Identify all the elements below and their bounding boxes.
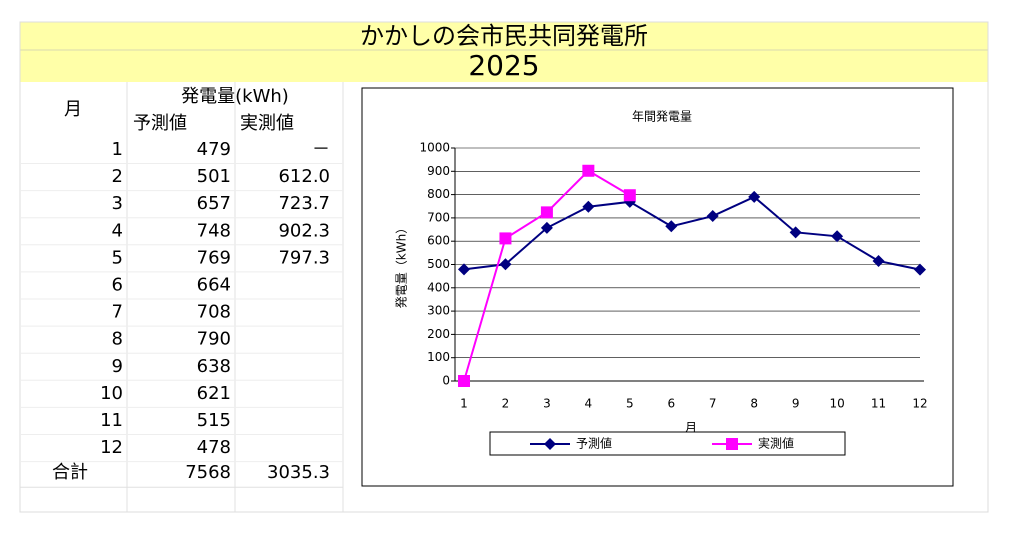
data-point	[831, 230, 844, 243]
data-point	[540, 206, 553, 219]
x-tick-label: 1	[460, 397, 468, 411]
x-tick-label: 6	[667, 397, 675, 411]
sheet-title: かかしの会市民共同発電所	[360, 22, 648, 50]
table-cell: 790	[197, 329, 231, 350]
table-cell: 664	[197, 275, 231, 296]
x-axis-label: 月	[685, 421, 697, 435]
x-tick-label: 8	[750, 397, 758, 411]
table-cell: 723.7	[278, 193, 330, 214]
data-point	[789, 226, 802, 239]
y-tick-label: 400	[427, 280, 450, 294]
total-label: 合計	[52, 462, 88, 483]
table-cell: 7	[112, 302, 123, 323]
table-cell: 902.3	[278, 220, 330, 241]
table-cell: 621	[197, 383, 231, 404]
year: 2025	[468, 49, 539, 82]
table-cell: 4	[112, 220, 123, 241]
data-point	[623, 189, 636, 202]
y-tick-label: 200	[427, 327, 450, 341]
chart-title: 年間発電量	[632, 110, 692, 124]
data-point	[582, 200, 595, 213]
column-header: 予測値	[133, 113, 187, 134]
x-tick-label: 3	[543, 397, 551, 411]
y-tick-label: 100	[427, 350, 450, 364]
table-cell: 612.0	[278, 166, 330, 187]
total-cell: 3035.3	[267, 462, 330, 483]
table-cell: －	[312, 139, 330, 160]
sheet-border	[19, 21, 989, 513]
table-cell: 5	[112, 247, 123, 268]
table-cell: 1	[112, 139, 123, 160]
data-point	[748, 190, 761, 203]
total-cell: 7568	[185, 462, 231, 483]
data-point	[540, 221, 553, 234]
series-line	[463, 195, 921, 271]
table-cell: 2	[112, 166, 123, 187]
table-cell: 6	[112, 275, 123, 296]
y-tick-label: 600	[427, 234, 450, 248]
column-header: 実測値	[240, 113, 294, 134]
legend-marker	[544, 438, 556, 450]
data-point	[665, 220, 678, 233]
y-tick-label: 700	[427, 210, 450, 224]
table-cell: 478	[197, 437, 231, 458]
data-point	[582, 164, 595, 177]
y-tick-label: 800	[427, 187, 450, 201]
table-cell: 9	[112, 356, 123, 377]
table-cell: 797.3	[278, 247, 330, 268]
table-cell: 3	[112, 193, 123, 214]
y-tick-label: 1000	[419, 141, 450, 155]
y-tick-label: 0	[442, 374, 450, 388]
table-cell: 501	[197, 166, 231, 187]
y-tick-label: 300	[427, 304, 450, 318]
y-axis-label: 発電量（kWh）	[395, 222, 409, 308]
data-point	[914, 263, 926, 276]
legend-label: 予測値	[576, 436, 612, 451]
table-cell: 8	[112, 329, 123, 350]
legend-box	[489, 431, 846, 456]
x-tick-label: 2	[502, 397, 510, 411]
x-tick-label: 4	[585, 397, 593, 411]
data-point	[499, 232, 512, 245]
legend-marker	[726, 438, 738, 450]
table-cell: 748	[197, 220, 231, 241]
y-tick-label: 500	[427, 257, 450, 271]
table-cell: 657	[197, 193, 231, 214]
data-point	[872, 255, 885, 268]
legend-label: 実測値	[758, 436, 794, 451]
table-cell: 479	[197, 139, 231, 160]
chart-frame	[361, 87, 954, 487]
data-point	[499, 258, 512, 271]
x-tick-label: 11	[871, 397, 886, 411]
x-tick-label: 5	[626, 397, 634, 411]
y-tick-label: 900	[427, 164, 450, 178]
table-cell: 769	[197, 247, 231, 268]
data-point	[706, 210, 719, 223]
table-cell: 11	[100, 410, 123, 431]
table-cell: 12	[100, 437, 123, 458]
table-cell: 638	[197, 356, 231, 377]
x-tick-label: 7	[709, 397, 717, 411]
data-point	[458, 375, 470, 387]
table-cell: 515	[197, 410, 231, 431]
table-cell: 10	[100, 383, 123, 404]
title-band	[20, 22, 988, 82]
month-header: 月	[64, 99, 82, 120]
data-point	[458, 263, 470, 276]
x-tick-label: 12	[912, 397, 927, 411]
x-tick-label: 10	[829, 397, 844, 411]
table-cell: 708	[197, 302, 231, 323]
x-tick-label: 9	[792, 397, 800, 411]
